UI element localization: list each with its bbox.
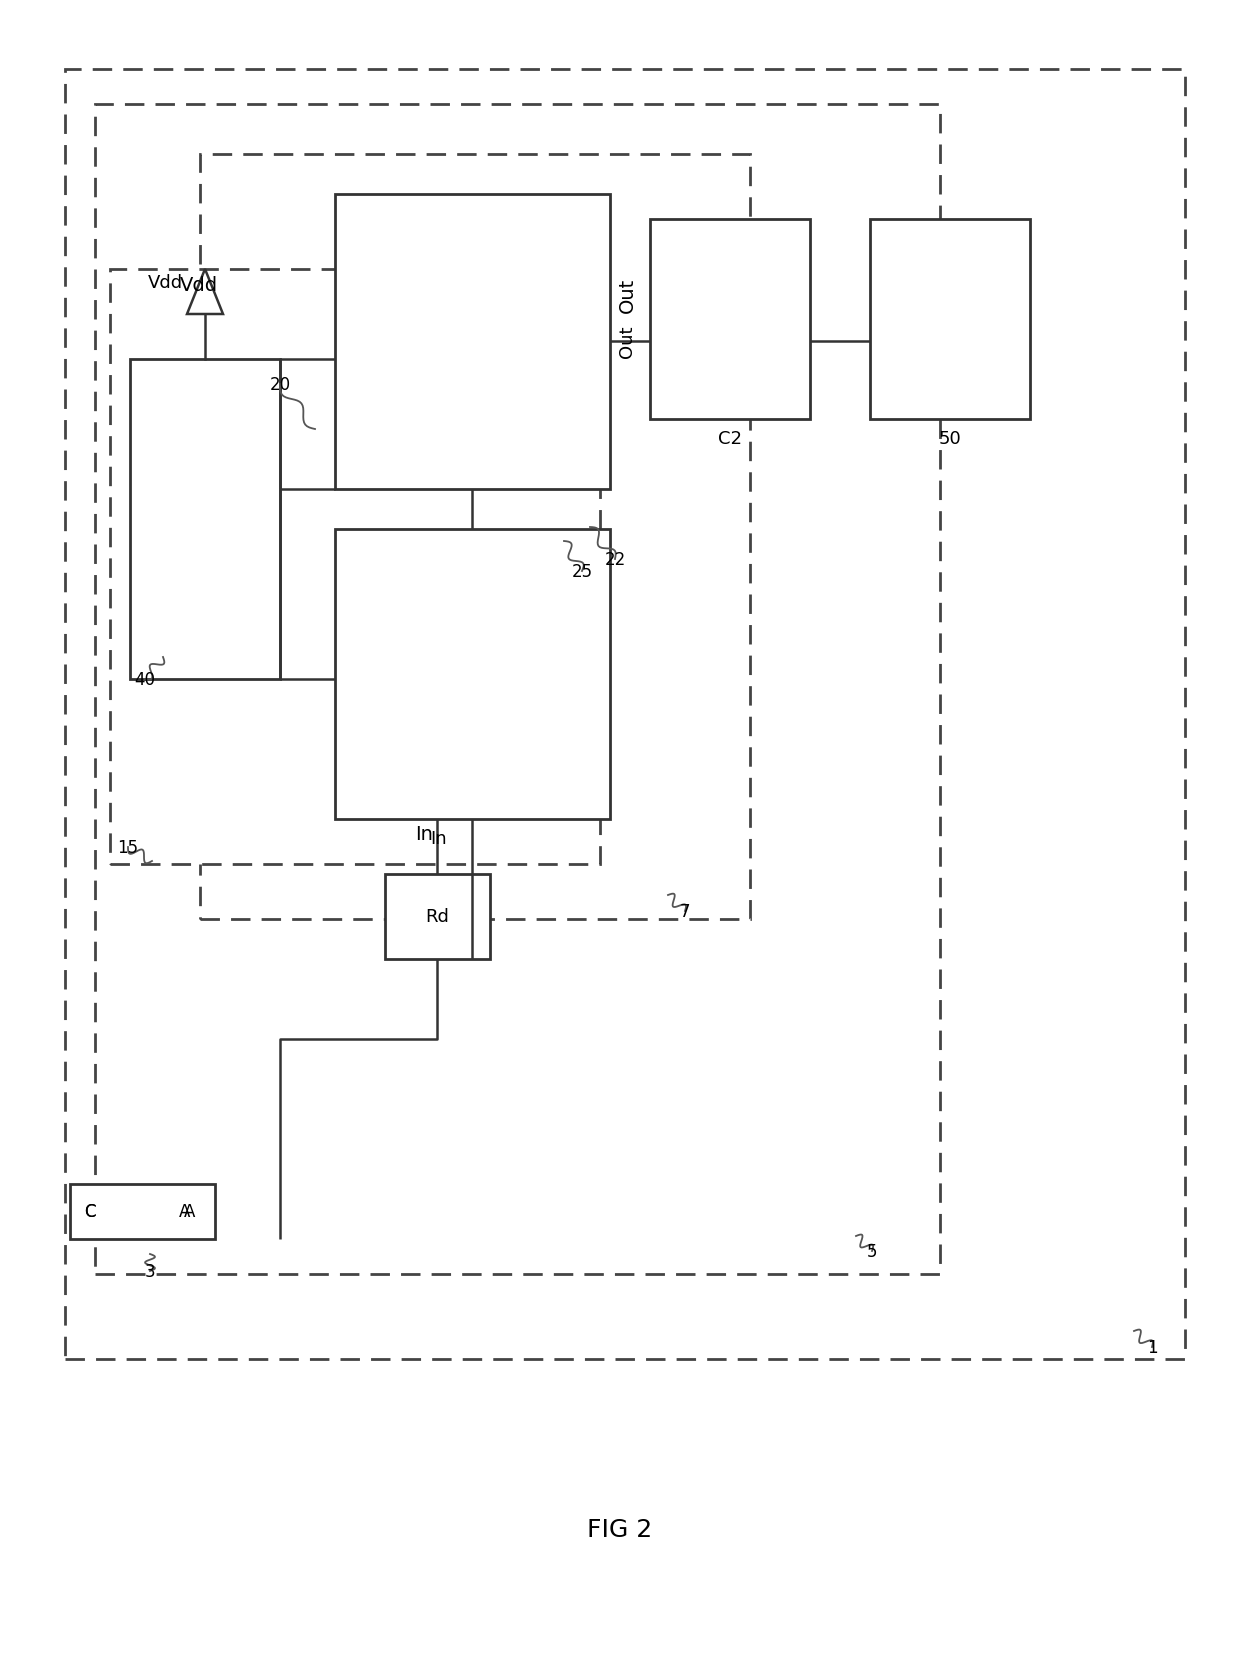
Text: 50: 50 [939,430,961,449]
Polygon shape [187,270,223,314]
Text: 20: 20 [269,376,290,393]
Text: Vdd: Vdd [148,274,184,292]
Bar [384,875,490,959]
Text: 15: 15 [118,838,139,857]
Text: Out: Out [618,277,637,312]
Bar [110,270,600,865]
Text: In: In [415,825,433,843]
Bar [335,529,610,820]
Bar [870,220,1030,420]
Bar [200,155,750,919]
Text: 1: 1 [1147,1339,1157,1356]
Bar [95,104,940,1273]
Text: Rd: Rd [425,907,449,926]
Bar [335,195,610,489]
Text: 25: 25 [572,563,593,581]
Text: 22: 22 [604,551,626,568]
Text: In: In [430,830,446,847]
Text: 40: 40 [134,670,155,689]
Text: C: C [84,1203,95,1220]
Text: C2: C2 [718,430,742,449]
Text: FIG 2: FIG 2 [588,1517,652,1541]
Bar [130,360,280,680]
Text: A: A [185,1203,196,1220]
Text: 7: 7 [680,902,691,921]
Text: 3: 3 [145,1262,155,1280]
Bar [64,71,1185,1359]
Text: 5: 5 [867,1242,877,1260]
Text: Vdd: Vdd [180,276,218,294]
Bar [69,1184,215,1240]
Text: C: C [84,1203,95,1220]
Text: A: A [180,1203,191,1220]
Text: Out: Out [618,326,636,358]
Bar [650,220,810,420]
